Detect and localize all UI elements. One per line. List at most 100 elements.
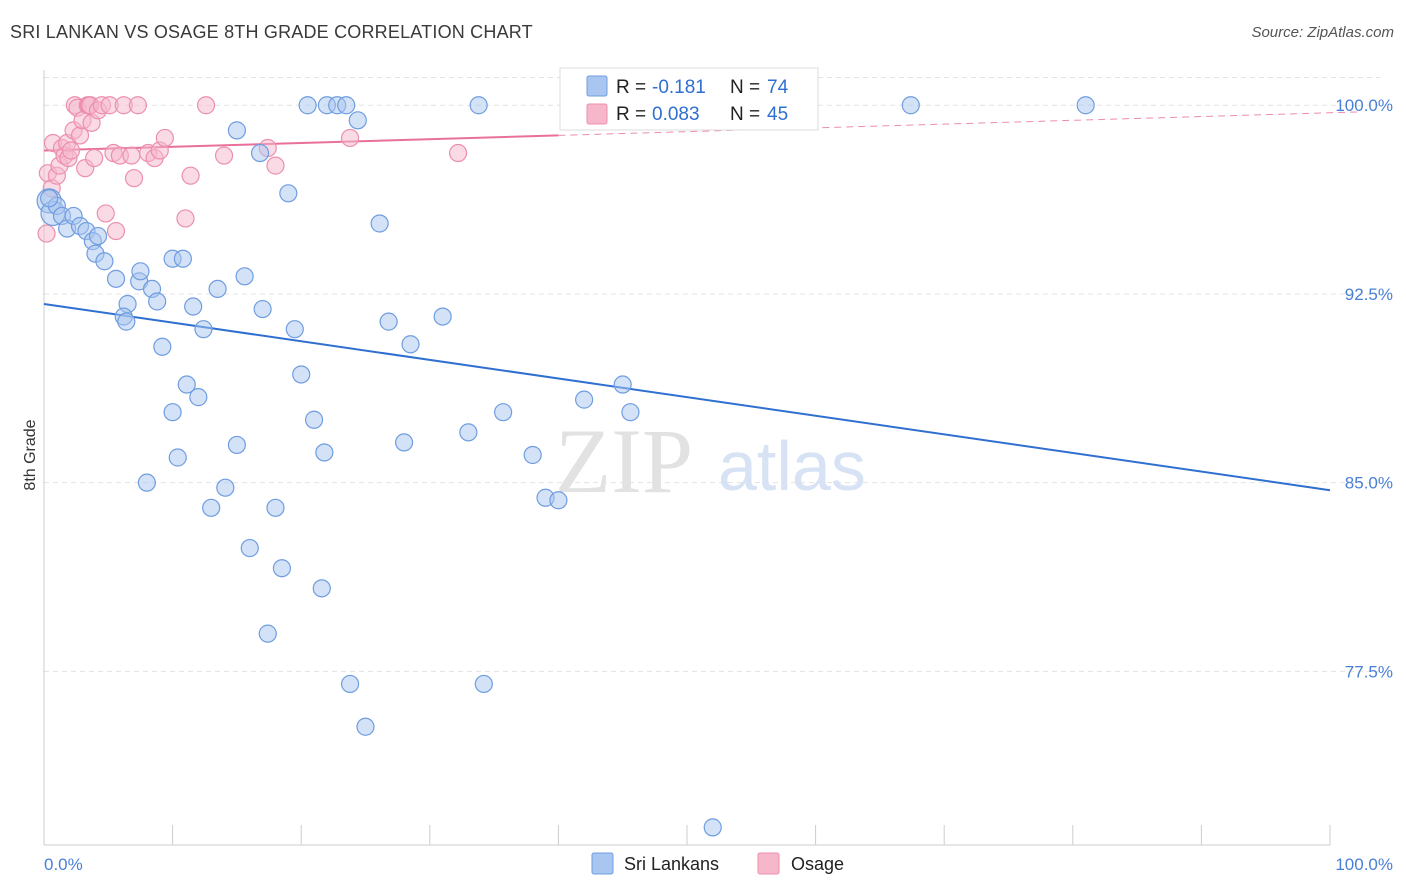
sri-lankans-point-21 <box>173 249 192 268</box>
trend-line-osage-extension <box>558 111 1363 136</box>
sri-lankans-point-65 <box>337 96 356 115</box>
sri-lankans-point-24 <box>208 279 227 299</box>
osage-point-10 <box>61 141 81 160</box>
osage-point-42 <box>266 156 285 175</box>
sri-lankans-point-40 <box>272 559 292 578</box>
sri-lankans-point-66 <box>348 111 367 130</box>
sri-lankans-point-42 <box>315 443 334 462</box>
sri-lankans-point-32 <box>163 403 182 422</box>
sri-lankans-point-59 <box>613 375 632 394</box>
sri-lankans-point-29 <box>153 337 172 356</box>
sri-lankans-point-39 <box>266 498 285 517</box>
legend-r-label-osage: R = <box>616 104 646 125</box>
osage-point-43 <box>340 128 360 148</box>
osage-point-24 <box>96 204 115 223</box>
osage-point-32 <box>128 96 147 115</box>
sri-lankans-point-27 <box>285 320 304 339</box>
sri-lankans-point-50 <box>401 335 420 354</box>
y-tick-label-1: 85.0% <box>1345 474 1393 493</box>
osage-point-30 <box>122 146 141 165</box>
sri-lankans-point-38 <box>240 538 259 558</box>
trend-lines <box>43 111 1363 492</box>
sri-lankans-point-44 <box>258 624 277 643</box>
y-axis-label: 8th Grade <box>22 419 39 490</box>
sri-lankans-point-46 <box>356 717 375 736</box>
osage-point-37 <box>176 209 195 228</box>
osage-point-38 <box>181 166 200 185</box>
sri-lankans-point-52 <box>459 423 478 442</box>
legend-r-label-sri: R = <box>616 77 646 98</box>
osage-point-39 <box>196 96 216 115</box>
sri-lankans-point-25 <box>235 267 254 286</box>
osage-point-36 <box>155 128 174 148</box>
trend-line-sri-lankans <box>43 303 1331 492</box>
sri-lankans-point-71 <box>250 143 270 163</box>
sri-lankans-point-26 <box>253 299 272 319</box>
x-tick-label-1: 100.0% <box>1335 855 1393 874</box>
sri-lankans-point-34 <box>137 473 156 492</box>
x-tick-labels: 0.0% 100.0% <box>44 855 1393 874</box>
osage-point-31 <box>124 169 144 188</box>
sri-lankans-point-57 <box>549 491 568 510</box>
sri-lankans-point-14 <box>131 262 150 281</box>
chart-title: SRI LANKAN VS OSAGE 8TH GRADE CORRELATIO… <box>10 22 533 42</box>
bottom-legend-label-osage: Osage <box>791 854 844 874</box>
bottom-legend-swatch-sri-lankans <box>591 852 614 875</box>
x-tick-label-0: 0.0% <box>44 855 83 874</box>
sri-lankans-point-62 <box>298 96 317 115</box>
watermark-zip: ZIP <box>555 410 693 512</box>
sri-lankans-point-9 <box>88 226 108 246</box>
sri-lankans-point-55 <box>523 445 542 465</box>
watermark: ZIP atlas <box>555 410 866 512</box>
legend-swatch-osage <box>586 103 608 125</box>
bottom-legend-swatch-osage <box>757 852 780 875</box>
sri-lankans-point-11 <box>95 252 114 271</box>
legend-n-value-sri: 74 <box>767 77 789 98</box>
legend-swatch-sri-lankans <box>586 75 608 97</box>
osage-point-21 <box>85 148 104 168</box>
sri-lankans-point-72 <box>279 184 298 203</box>
legend-n-label-osage: N = <box>730 104 760 125</box>
sri-lankans-point-70 <box>227 121 246 140</box>
source-credit: Source: ZipAtlas.com <box>1251 24 1394 41</box>
series-legend: Sri Lankans Osage <box>591 852 844 875</box>
sri-lankans-point-31 <box>189 388 208 407</box>
sri-lankans-point-69 <box>1076 96 1095 115</box>
legend-n-value-osage: 45 <box>767 104 788 125</box>
osage-point-40 <box>214 146 234 165</box>
sri-lankans-point-61 <box>703 818 722 837</box>
sri-lankans-point-41 <box>304 410 324 429</box>
sri-lankans-point-67 <box>469 96 488 115</box>
sri-lankans-point-73 <box>40 189 59 208</box>
y-tick-label-3: 100.0% <box>1335 96 1393 115</box>
y-tick-label-2: 92.5% <box>1345 285 1393 304</box>
y-tick-labels: 77.5% 85.0% 92.5% 100.0% <box>1335 96 1393 681</box>
sri-lankans-point-58 <box>575 390 594 409</box>
sri-lankans-point-53 <box>474 674 493 694</box>
sri-lankans-point-22 <box>184 297 203 316</box>
watermark-atlas: atlas <box>718 427 866 505</box>
sri-lankans-point-30 <box>177 375 196 394</box>
sri-lankans-point-60 <box>621 403 640 422</box>
sri-lankans-point-51 <box>433 307 452 326</box>
sri-lankans-point-45 <box>340 674 360 694</box>
osage-points <box>37 96 468 243</box>
sri-lankans-point-16 <box>148 292 167 311</box>
sri-lankans-point-47 <box>370 214 389 233</box>
sri-lankans-point-28 <box>292 365 311 384</box>
y-tick-label-0: 77.5% <box>1345 662 1393 681</box>
osage-point-27 <box>106 221 126 241</box>
sri-lankans-point-36 <box>216 478 235 497</box>
sri-lankans-point-68 <box>901 96 920 115</box>
gridlines <box>44 77 1380 672</box>
legend-n-label-sri: N = <box>730 77 760 98</box>
sri-lankans-point-33 <box>168 448 187 467</box>
sri-lankans-point-19 <box>117 312 136 331</box>
osage-point-44 <box>448 143 468 163</box>
sri-lankans-point-43 <box>312 579 331 598</box>
sri-lankans-point-35 <box>202 498 221 517</box>
stats-legend: R = -0.181 N = 74 R = 0.083 N = 45 <box>559 67 819 131</box>
sri-lankans-points <box>36 96 1095 837</box>
sri-lankans-point-54 <box>494 403 513 422</box>
